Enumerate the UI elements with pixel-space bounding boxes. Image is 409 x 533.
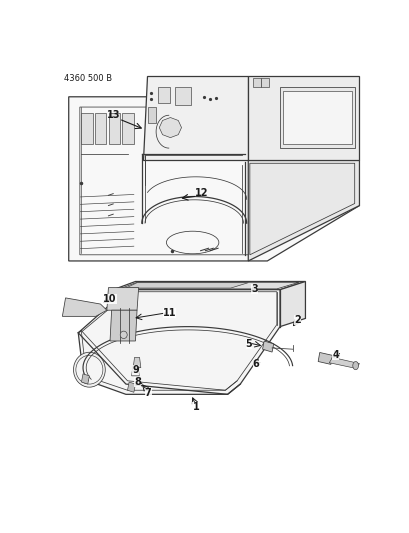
Polygon shape [127,382,135,392]
Polygon shape [131,366,139,376]
Text: 6: 6 [252,359,259,369]
Text: 12: 12 [195,188,209,198]
Polygon shape [248,76,359,160]
Polygon shape [261,78,268,86]
Text: 13: 13 [106,110,120,120]
Polygon shape [317,352,332,365]
Text: 7: 7 [144,388,151,398]
Text: 8: 8 [134,377,141,387]
Polygon shape [143,76,248,160]
Text: 9: 9 [132,365,139,375]
Polygon shape [107,288,138,310]
Polygon shape [119,282,299,289]
Polygon shape [81,374,89,384]
Polygon shape [110,310,137,341]
Polygon shape [133,358,141,368]
Polygon shape [248,160,359,261]
Text: 10: 10 [103,294,117,304]
Polygon shape [126,282,248,288]
Polygon shape [159,117,181,138]
Ellipse shape [120,331,127,338]
Polygon shape [113,281,305,290]
Polygon shape [283,91,351,144]
Polygon shape [328,358,359,368]
Text: 11: 11 [162,308,176,318]
Polygon shape [262,341,273,352]
Polygon shape [69,97,359,261]
Text: 4: 4 [331,350,338,360]
Polygon shape [148,107,156,124]
Polygon shape [279,86,354,148]
Polygon shape [157,86,170,103]
Text: 1: 1 [192,402,199,413]
Ellipse shape [73,352,105,387]
Polygon shape [252,78,261,86]
Polygon shape [108,113,119,144]
Text: 3: 3 [251,284,257,294]
Polygon shape [78,290,279,394]
Polygon shape [279,281,305,327]
Text: 2: 2 [293,316,300,326]
Text: 5: 5 [245,339,252,349]
Ellipse shape [76,356,103,384]
Text: 4360 500 B: 4360 500 B [64,74,112,83]
Polygon shape [122,113,133,144]
Polygon shape [81,113,92,144]
Polygon shape [95,113,106,144]
Polygon shape [62,298,107,317]
Ellipse shape [352,361,357,370]
Polygon shape [175,86,191,105]
